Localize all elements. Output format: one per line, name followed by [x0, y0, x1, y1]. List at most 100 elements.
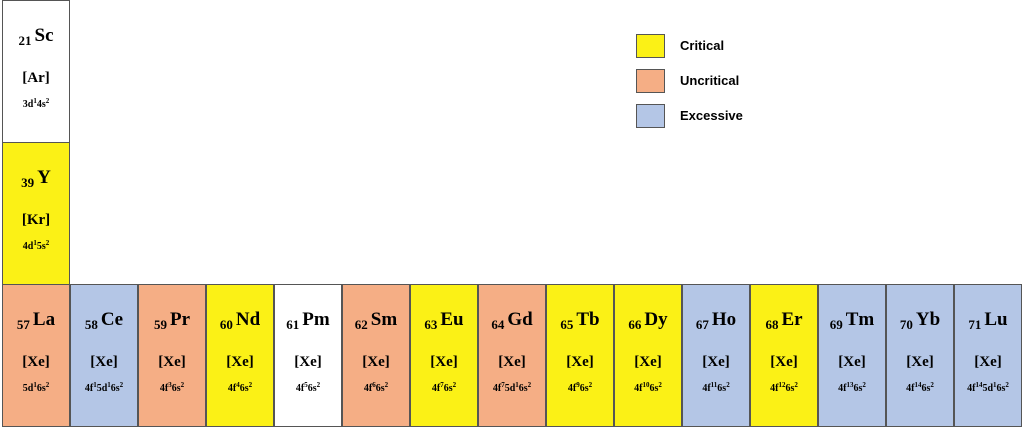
element-header: 39 Y	[3, 167, 69, 191]
electron-configuration: 3d14s2	[22, 97, 50, 111]
element-symbol: Pm	[302, 309, 330, 330]
noble-gas-core: [Xe]	[22, 354, 50, 370]
element-symbol: Gd	[507, 309, 533, 330]
electron-configuration: 4f116s2	[702, 381, 730, 395]
element-symbol: Eu	[440, 309, 464, 330]
element-cell-eu: 63 Eu [Xe] 4f76s2	[410, 284, 478, 427]
electron-configuration: 4f36s2	[159, 381, 185, 395]
noble-gas-core: [Xe]	[362, 354, 390, 370]
noble-gas-core: [Xe]	[90, 354, 118, 370]
element-header: 59 Pr	[139, 309, 205, 333]
element-symbol: Dy	[644, 309, 668, 330]
element-header: 61 Pm	[275, 309, 341, 333]
element-cell-ce: 58 Ce [Xe] 4f15d16s2	[70, 284, 138, 427]
element-cell-la: 57 La [Xe] 5d16s2	[2, 284, 70, 427]
element-cell-y: 39 Y [Kr] 4d15s2	[2, 142, 70, 285]
electron-configuration: 4f46s2	[227, 381, 253, 395]
element-symbol: Er	[781, 309, 803, 330]
electron-configuration: 4f66s2	[363, 381, 389, 395]
atomic-number: 69	[829, 317, 843, 332]
electron-configuration: 4f15d16s2	[84, 381, 124, 395]
electron-configuration: 4f145d16s2	[967, 381, 1009, 395]
element-header: 57 La	[3, 309, 69, 333]
atomic-number: 58	[84, 317, 98, 332]
atomic-number: 71	[968, 317, 982, 332]
atomic-number: 57	[16, 317, 30, 332]
atomic-number: 61	[286, 317, 300, 332]
element-header: 66 Dy	[615, 309, 681, 333]
noble-gas-core: [Xe]	[838, 354, 866, 370]
legend-swatch	[636, 34, 665, 58]
element-symbol: Sc	[34, 25, 54, 46]
element-header: 65 Tb	[547, 309, 613, 333]
element-header: 70 Yb	[887, 309, 953, 333]
atomic-number: 70	[899, 317, 913, 332]
element-symbol: Ho	[711, 309, 737, 330]
element-header: 67 Ho	[683, 309, 749, 333]
element-symbol: Y	[37, 167, 51, 188]
noble-gas-core: [Xe]	[974, 354, 1002, 370]
element-symbol: Pr	[169, 309, 191, 330]
atomic-number: 68	[765, 317, 779, 332]
electron-configuration: 4f126s2	[770, 381, 798, 395]
noble-gas-core: [Xe]	[702, 354, 730, 370]
noble-gas-core: [Xe]	[566, 354, 594, 370]
element-symbol: Tb	[576, 309, 600, 330]
legend-swatch	[636, 104, 665, 128]
noble-gas-core: [Xe]	[498, 354, 526, 370]
element-symbol: Tm	[845, 309, 875, 330]
element-symbol: La	[32, 309, 56, 330]
element-header: 68 Er	[751, 309, 817, 333]
electron-configuration: 4f96s2	[567, 381, 593, 395]
element-header: 64 Gd	[479, 309, 545, 333]
legend-label: Critical	[680, 38, 725, 53]
element-cell-gd: 64 Gd [Xe] 4f75d16s2	[478, 284, 546, 427]
element-header: 58 Ce	[71, 309, 137, 333]
electron-configuration: 4f76s2	[431, 381, 457, 395]
atomic-number: 59	[153, 317, 167, 332]
atomic-number: 67	[695, 317, 709, 332]
element-cell-yb: 70 Yb [Xe] 4f146s2	[886, 284, 954, 427]
electron-configuration: 4f136s2	[838, 381, 866, 395]
element-symbol: Yb	[915, 309, 941, 330]
noble-gas-core: [Xe]	[226, 354, 254, 370]
noble-gas-core: [Xe]	[158, 354, 186, 370]
electron-configuration: 4f106s2	[634, 381, 662, 395]
legend-swatch	[636, 69, 665, 93]
element-header: 21 Sc	[3, 25, 69, 49]
element-header: 69 Tm	[819, 309, 885, 333]
noble-gas-core: [Xe]	[906, 354, 934, 370]
element-header: 62 Sm	[343, 309, 409, 333]
noble-gas-core: [Xe]	[634, 354, 662, 370]
element-cell-er: 68 Er [Xe] 4f126s2	[750, 284, 818, 427]
electron-configuration: 4f146s2	[906, 381, 934, 395]
electron-configuration: 5d16s2	[22, 381, 50, 395]
atomic-number: 63	[424, 317, 438, 332]
noble-gas-core: [Xe]	[430, 354, 458, 370]
electron-configuration: 4f56s2	[295, 381, 321, 395]
atomic-number: 66	[628, 317, 642, 332]
element-cell-pr: 59 Pr [Xe] 4f36s2	[138, 284, 206, 427]
element-symbol: Lu	[984, 309, 1008, 330]
noble-gas-core: [Ar]	[22, 70, 50, 86]
noble-gas-core: [Xe]	[294, 354, 322, 370]
atomic-number: 21	[18, 33, 32, 48]
element-symbol: Sm	[370, 309, 398, 330]
element-cell-dy: 66 Dy [Xe] 4f106s2	[614, 284, 682, 427]
element-cell-sm: 62 Sm [Xe] 4f66s2	[342, 284, 410, 427]
element-cell-tm: 69 Tm [Xe] 4f136s2	[818, 284, 886, 427]
noble-gas-core: [Xe]	[770, 354, 798, 370]
electron-configuration: 4f75d16s2	[492, 381, 532, 395]
atomic-number: 65	[560, 317, 574, 332]
atomic-number: 64	[491, 317, 505, 332]
element-symbol: Ce	[100, 309, 124, 330]
element-cell-nd: 60 Nd [Xe] 4f46s2	[206, 284, 274, 427]
noble-gas-core: [Kr]	[21, 212, 51, 228]
element-cell-tb: 65 Tb [Xe] 4f96s2	[546, 284, 614, 427]
legend-label: Excessive	[680, 108, 743, 123]
legend-label: Uncritical	[680, 73, 740, 88]
element-cell-pm: 61 Pm [Xe] 4f56s2	[274, 284, 342, 427]
element-header: 63 Eu	[411, 309, 477, 333]
element-cell-lu: 71 Lu [Xe] 4f145d16s2	[954, 284, 1022, 427]
element-header: 60 Nd	[207, 309, 273, 333]
